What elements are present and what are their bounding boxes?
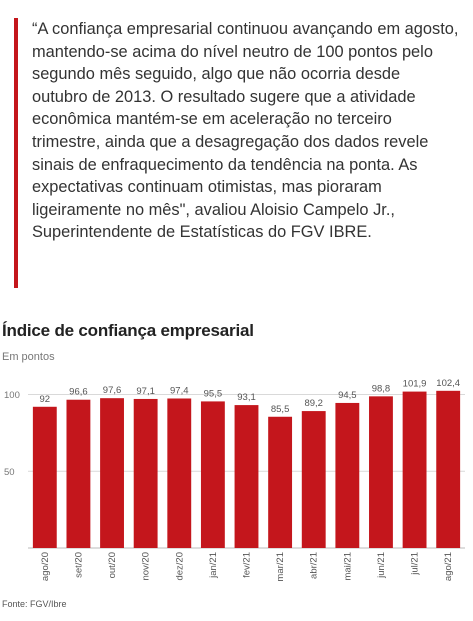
bar: [268, 416, 293, 548]
data-label: 96,6: [69, 387, 88, 398]
bar: [100, 398, 124, 548]
bar: [436, 390, 461, 548]
x-tick-label: mai/21: [342, 552, 353, 581]
bar: [133, 398, 158, 548]
x-tick-label: out/20: [107, 552, 118, 578]
bar: [301, 411, 326, 548]
bar: [369, 396, 393, 548]
x-tick-label: nov/20: [141, 552, 152, 581]
data-label: 93,1: [237, 392, 256, 403]
x-tick-label: jan/21: [208, 552, 219, 579]
data-label: 98,8: [372, 383, 391, 394]
bar: [402, 391, 427, 548]
data-label: 97,6: [103, 385, 122, 396]
data-label: 102,4: [436, 378, 460, 389]
y-tick-label: 100: [4, 390, 20, 401]
x-tick-label: ago/21: [443, 552, 454, 581]
x-tick-label: fev/21: [242, 552, 253, 578]
x-tick-label: ago/20: [40, 552, 51, 581]
x-tick-label: abr/21: [309, 552, 320, 579]
data-label: 92: [40, 394, 51, 405]
data-label: 85,5: [271, 404, 290, 415]
x-tick-label: mar/21: [275, 552, 286, 582]
x-tick-label: jun/21: [376, 552, 387, 579]
data-label: 95,5: [204, 388, 223, 399]
chart-title: Índice de confiança empresarial: [2, 321, 254, 340]
data-label: 97,4: [170, 385, 189, 396]
x-tick-label: dez/20: [174, 552, 185, 581]
bar: [167, 398, 192, 548]
chart-source: Fonte: FGV/Ibre: [2, 599, 67, 609]
data-label: 89,2: [304, 398, 323, 409]
bar: [335, 402, 360, 548]
bar: [200, 401, 225, 548]
quote-text: “A confiança empresarial continuou avanç…: [32, 20, 459, 242]
y-tick-label: 50: [4, 467, 15, 478]
data-label: 94,5: [338, 390, 357, 401]
data-label: 101,9: [403, 379, 427, 390]
quote-block: “A confiança empresarial continuou avanç…: [14, 18, 460, 288]
bar: [32, 406, 57, 548]
x-tick-label: set/20: [73, 552, 84, 578]
chart-subtitle: Em pontos: [2, 351, 55, 363]
data-label: 97,1: [136, 386, 155, 397]
bar: [66, 399, 91, 548]
x-tick-label: jul/21: [410, 552, 421, 576]
bar: [234, 405, 259, 548]
